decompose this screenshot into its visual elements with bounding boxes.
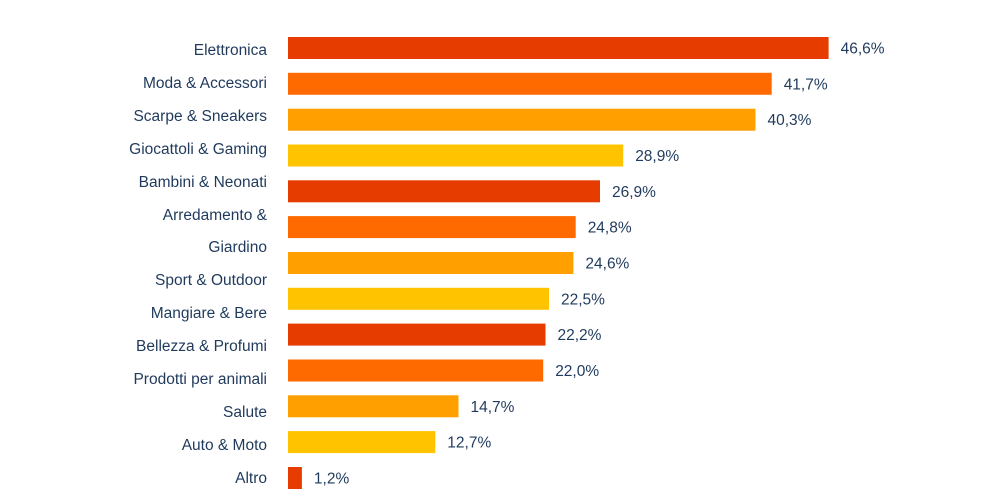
- value-label: 26,9%: [612, 184, 656, 201]
- value-label: 24,8%: [588, 220, 632, 237]
- value-labels-group: 46,6% 41,7% 40,3% 28,9% 26,9% 24,8% 24,6% 22,5%…: [314, 41, 885, 488]
- category-label-line: Auto & Moto: [182, 437, 267, 454]
- value-label: 24,6%: [585, 256, 629, 273]
- value-label: 1,2%: [314, 471, 350, 488]
- category-label: Mangiare & Bere: [151, 305, 267, 322]
- category-label: Altro: [235, 470, 267, 487]
- value-label: 12,7%: [447, 435, 491, 452]
- bar: [288, 72, 772, 95]
- category-label-line: Moda & Accessori: [143, 75, 267, 92]
- category-label-line: Giardino: [208, 239, 267, 256]
- bar: [288, 216, 576, 239]
- category-label-line: Mangiare & Bere: [151, 305, 267, 322]
- category-label: Scarpe & Sneakers: [133, 108, 267, 125]
- category-label-line: Bellezza & Profumi: [136, 338, 267, 355]
- category-label: Sport & Outdoor: [155, 272, 267, 289]
- value-label: 41,7%: [784, 76, 828, 93]
- bar: [288, 37, 829, 59]
- category-label-line: Giocattoli & Gaming: [129, 141, 267, 158]
- category-label: Elettronica: [194, 42, 268, 59]
- category-label-line: Scarpe & Sneakers: [133, 108, 267, 125]
- category-label: Moda & Accessori: [143, 75, 267, 92]
- bar: [288, 144, 624, 167]
- category-label: Prodotti per animali: [133, 371, 267, 388]
- bars-group: [288, 37, 829, 489]
- value-label: 14,7%: [471, 399, 515, 416]
- value-label: 40,3%: [768, 112, 812, 129]
- bar: [288, 287, 549, 310]
- category-labels-group: Elettronica Moda & Accessori Scarpe & Snea…: [129, 42, 268, 487]
- category-label-line: Elettronica: [194, 42, 268, 59]
- bar: [288, 323, 546, 346]
- value-label: 28,9%: [635, 148, 679, 165]
- value-label: 46,6%: [841, 41, 885, 58]
- bar: [288, 395, 459, 418]
- category-label: Auto & Moto: [182, 437, 267, 454]
- bar: [288, 467, 302, 489]
- category-label-line: Altro: [235, 470, 267, 487]
- bar: [288, 180, 600, 203]
- bar: [288, 108, 756, 131]
- bar: [288, 431, 436, 454]
- category-label-line: Bambini & Neonati: [139, 174, 267, 191]
- category-label-line: Prodotti per animali: [133, 371, 267, 388]
- category-label-line: Arredamento &: [163, 207, 268, 224]
- bar: [288, 252, 574, 274]
- category-label-line: Sport & Outdoor: [155, 272, 267, 289]
- category-label: Salute: [223, 404, 267, 421]
- category-label-line: Salute: [223, 404, 267, 421]
- value-label: 22,0%: [555, 363, 599, 380]
- value-label: 22,2%: [558, 327, 602, 344]
- category-label: Bambini & Neonati: [139, 174, 267, 191]
- category-label: Giocattoli & Gaming: [129, 141, 267, 158]
- category-label: Bellezza & Profumi: [136, 338, 267, 355]
- bar: [288, 359, 544, 382]
- value-label: 22,5%: [561, 291, 605, 308]
- category-label: Arredamento & Giardino: [163, 207, 268, 256]
